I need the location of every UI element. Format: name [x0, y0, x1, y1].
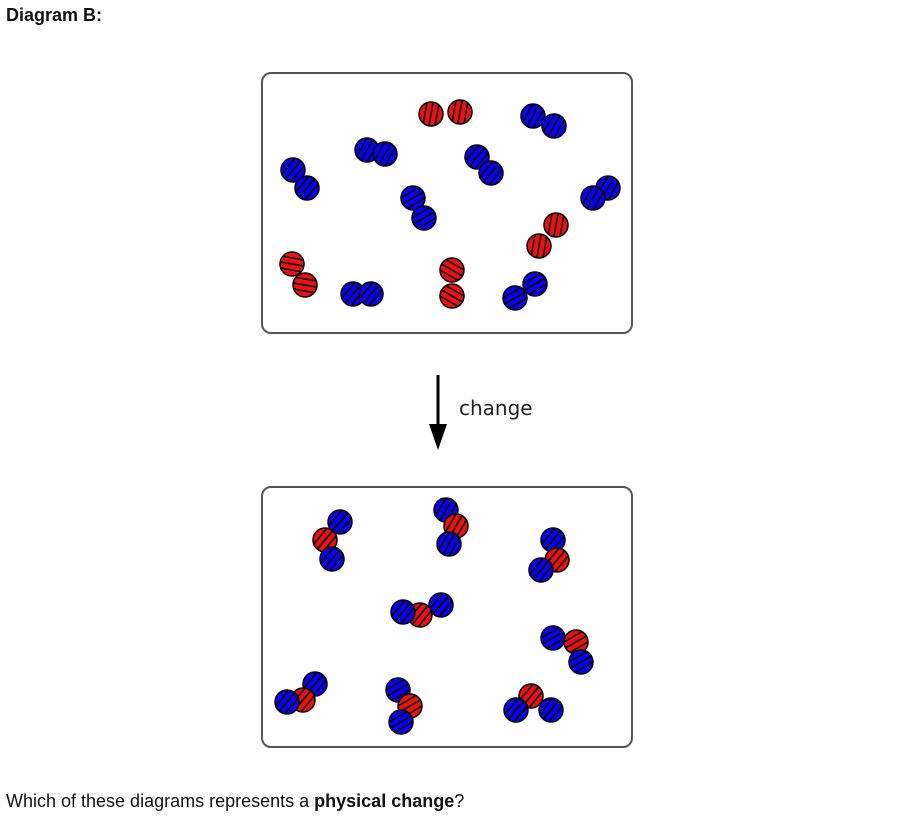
after-molecule-4	[390, 591, 454, 629]
question-text: Which of these diagrams represents a phy…	[6, 791, 464, 812]
before-molecule-9-atom-2	[292, 272, 318, 298]
before-molecule-6	[580, 174, 621, 212]
after-molecule-8-atom-2	[503, 696, 529, 724]
before-molecule-3	[418, 99, 473, 127]
before-molecule-7-atom-1	[399, 185, 427, 211]
down-arrow-icon	[429, 375, 447, 450]
before-molecule-11	[438, 257, 466, 309]
after-molecule-3	[528, 526, 570, 584]
diagram-heading: Diagram B:	[6, 5, 103, 25]
question-emphasis: physical change	[314, 791, 455, 811]
after-particle-box	[261, 486, 633, 748]
before-molecule-1	[280, 156, 320, 202]
before-molecule-5-atom-1	[464, 143, 490, 171]
before-molecule-3-atom-2	[447, 99, 473, 125]
after-molecule-5	[539, 625, 595, 675]
before-molecule-1-atom-1	[280, 156, 306, 184]
before-molecule-9	[279, 251, 318, 298]
after-molecule-8	[503, 682, 564, 724]
before-molecule-4	[520, 102, 567, 140]
after-molecule-5-atom-3	[567, 649, 595, 675]
after-molecule-4-atom-1	[428, 591, 454, 619]
question-text-start: Which of these diagrams represents a	[6, 791, 315, 811]
after-molecule-8-atom-3	[538, 696, 564, 724]
after-molecule-1	[312, 508, 353, 573]
before-molecule-4-atom-1	[520, 102, 546, 130]
after-molecule-6	[274, 670, 328, 716]
before-molecule-3-atom-1	[418, 101, 444, 127]
before-molecule-4-atom-2	[541, 112, 567, 140]
after-molecule-3-atom-3	[528, 556, 554, 584]
after-molecule-2	[433, 496, 469, 558]
before-molecule-9-atom-1	[279, 251, 305, 277]
before-molecule-2-atom-2	[372, 140, 398, 168]
after-molecule-5-atom-1	[539, 625, 567, 651]
before-molecule-10-atom-2	[358, 280, 384, 308]
before-molecule-12	[501, 271, 549, 311]
after-molecule-5-atom-2	[562, 629, 590, 655]
after-molecule-1-atom-2	[312, 526, 338, 554]
before-particle-box	[261, 72, 633, 334]
before-molecule-8-atom-1	[543, 212, 569, 238]
before-molecule-6-atom-2	[580, 184, 606, 212]
after-molecule-1-atom-1	[327, 508, 353, 536]
before-molecule-7-atom-2	[410, 205, 438, 231]
before-molecule-8-atom-2	[526, 233, 552, 259]
before-molecule-5	[464, 143, 504, 187]
before-particles-canvas	[279, 99, 621, 311]
before-molecule-12-atom-1	[521, 271, 549, 297]
before-molecule-1-atom-2	[294, 174, 320, 202]
before-molecule-11-atom-1	[438, 257, 466, 283]
before-molecule-8	[526, 212, 569, 259]
before-molecule-7	[399, 185, 438, 231]
after-molecule-7	[384, 677, 424, 735]
after-molecule-2-atom-3	[436, 530, 462, 558]
change-arrow-group: change	[428, 372, 558, 452]
after-molecule-7-atom-3	[387, 709, 415, 735]
question-text-end: ?	[454, 791, 465, 811]
after-particles-canvas	[274, 496, 595, 735]
after-molecule-6-atom-3	[274, 688, 300, 716]
before-molecule-12-atom-2	[501, 285, 529, 311]
before-molecule-10	[340, 280, 384, 308]
after-molecule-1-atom-3	[319, 545, 345, 573]
before-molecule-11-atom-2	[438, 283, 466, 309]
before-molecule-5-atom-2	[478, 159, 504, 187]
before-molecule-2	[354, 136, 398, 168]
after-molecule-4-atom-3	[390, 598, 416, 626]
arrow-label: change	[459, 396, 533, 420]
